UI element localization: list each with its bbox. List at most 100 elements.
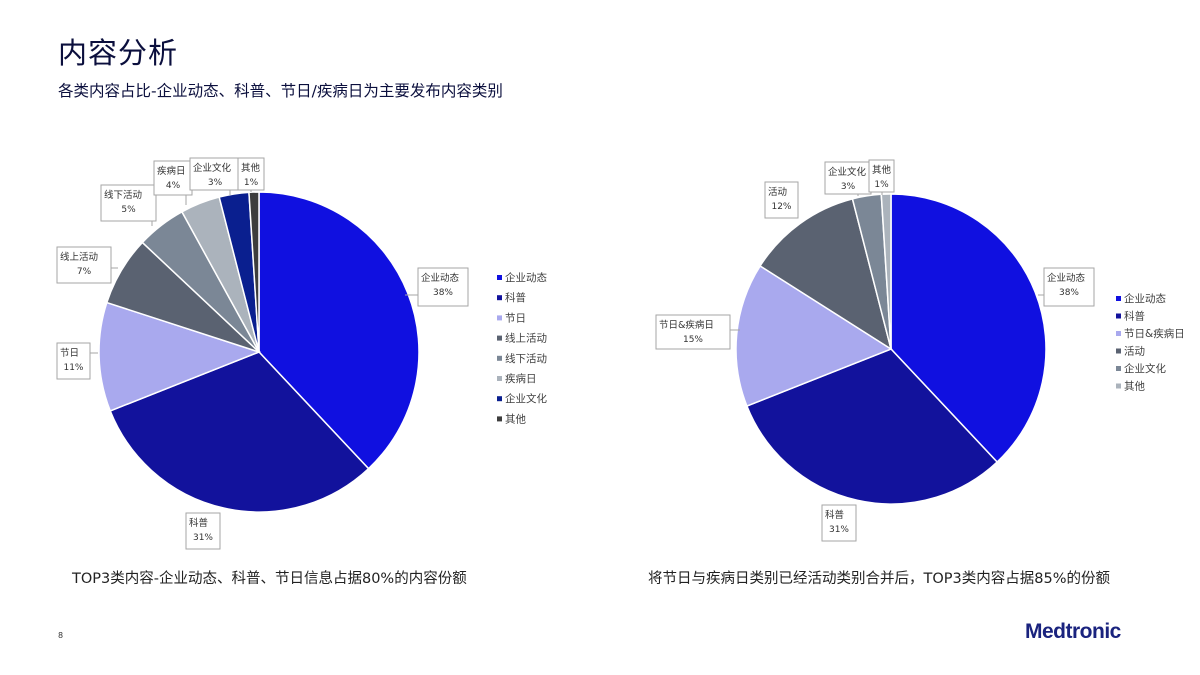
slice-value-label: 12% bbox=[771, 202, 791, 212]
legend-label: 企业文化 bbox=[505, 392, 547, 405]
page-title: 内容分析 bbox=[58, 36, 179, 70]
slice-callout: 节日&疾病日 15% bbox=[655, 314, 740, 350]
slice-callout: 其他 1% bbox=[237, 157, 265, 192]
pie-slice bbox=[109, 351, 370, 513]
slice-label: 科普 bbox=[825, 509, 845, 521]
pie-callouts: 企业动态 38% 科普 31% 节日 11% 线上活动 7% 线下活动 5% 疾病日 4% 企业文化 3%… bbox=[56, 157, 469, 550]
slice-callout: 线下活动 5% bbox=[100, 184, 157, 226]
legend-item: 节日 bbox=[497, 312, 526, 324]
legend-item: 企业文化 bbox=[497, 392, 547, 405]
slice-callout: 节日 11% bbox=[56, 342, 98, 380]
legend-item: 其他 bbox=[497, 412, 526, 425]
legend-label: 线下活动 bbox=[505, 352, 547, 365]
legend-label: 企业动态 bbox=[505, 271, 547, 284]
brand-logo: Medtronic bbox=[1025, 620, 1121, 643]
slice-value-label: 1% bbox=[874, 180, 889, 190]
legend-swatch bbox=[1116, 348, 1121, 354]
legend-swatch bbox=[497, 376, 502, 381]
pie-slice bbox=[735, 264, 893, 408]
callout-box bbox=[868, 159, 895, 193]
legend-swatch bbox=[497, 396, 502, 402]
callout-box bbox=[764, 181, 799, 219]
pie-chart-merged-share: 企业动态38%科普31%节日&疾病日15%活动12%企业文化3%其他1%企业动态… bbox=[655, 159, 1185, 542]
callout-box bbox=[56, 342, 91, 380]
legend-label: 企业文化 bbox=[1124, 362, 1166, 375]
pie-slices bbox=[98, 191, 420, 513]
slice-value-label: 31% bbox=[829, 525, 849, 535]
slice-value-label: 7% bbox=[77, 267, 92, 277]
slice-callout: 线上活动 7% bbox=[56, 246, 118, 284]
legend-label: 疾病日 bbox=[505, 372, 537, 385]
slice-label: 企业文化 bbox=[193, 162, 232, 174]
slice-value-label: 38% bbox=[1059, 288, 1079, 298]
legend-item: 线上活动 bbox=[497, 332, 547, 345]
slice-value-label: 15% bbox=[683, 335, 703, 345]
pie-slice bbox=[258, 191, 420, 470]
slice-callout: 科普 31% bbox=[185, 512, 221, 550]
pie-slice bbox=[759, 197, 893, 351]
legend-swatch bbox=[497, 315, 502, 321]
legend-swatch bbox=[497, 335, 502, 341]
callout-box bbox=[189, 157, 241, 191]
legend-swatch bbox=[1116, 296, 1121, 301]
legend-label: 其他 bbox=[1124, 380, 1146, 393]
legend-item: 企业动态 bbox=[497, 271, 547, 284]
legend-item: 科普 bbox=[497, 291, 526, 304]
chart-note-right: 将节日与疾病日类别已经活动类别合并后，TOP3类内容占据85%的份额 bbox=[648, 571, 1110, 587]
legend-label: 线上活动 bbox=[505, 332, 547, 345]
callout-box bbox=[100, 184, 157, 222]
slice-value-label: 3% bbox=[841, 182, 856, 192]
legend-label: 科普 bbox=[505, 291, 526, 304]
legend-swatch bbox=[1116, 383, 1121, 389]
legend-swatch bbox=[497, 416, 502, 422]
legend-label: 节日 bbox=[505, 312, 526, 324]
slice-callout: 企业文化 3% bbox=[824, 161, 872, 196]
pie-chart-content-share: 企业动态 38% 科普 31% 节日 11% 线上活动 7% 线下活动 5% 疾病日 4% 企业文化 3%… bbox=[56, 157, 547, 550]
slice-callout: 科普 31% bbox=[821, 504, 857, 542]
callout-box bbox=[153, 160, 193, 196]
slice-value-label: 5% bbox=[121, 205, 136, 215]
pie-slices bbox=[735, 193, 1047, 505]
slice-value-label: 31% bbox=[193, 533, 213, 543]
legend-swatch bbox=[1116, 366, 1121, 371]
slice-label: 线上活动 bbox=[60, 251, 98, 263]
legend-item: 企业动态 bbox=[1116, 292, 1166, 305]
slice-label: 其他 bbox=[241, 162, 261, 174]
legend-item: 线下活动 bbox=[497, 352, 547, 365]
callout-box bbox=[821, 504, 857, 542]
legend-item: 疾病日 bbox=[497, 372, 537, 385]
slice-value-label: 11% bbox=[63, 363, 83, 373]
slice-value-label: 3% bbox=[208, 178, 223, 188]
slice-value-label: 1% bbox=[244, 178, 259, 188]
chart-note-left: TOP3类内容-企业动态、科普、节日信息占据80%的内容份额 bbox=[72, 571, 467, 587]
slice-label: 疾病日 bbox=[157, 165, 186, 177]
legend-swatch bbox=[497, 355, 502, 361]
legend-swatch bbox=[497, 275, 502, 280]
pie-slice bbox=[880, 193, 892, 350]
slice-label: 企业动态 bbox=[421, 272, 460, 284]
legend-swatch bbox=[497, 295, 502, 301]
slice-callout: 活动 12% bbox=[764, 181, 799, 219]
slice-label: 企业文化 bbox=[828, 166, 867, 178]
slice-callout: 其他 1% bbox=[868, 159, 895, 195]
callout-box bbox=[237, 157, 265, 191]
callout-box bbox=[824, 161, 872, 195]
callout-box bbox=[655, 314, 731, 350]
slice-callout: 企业动态 38% bbox=[405, 267, 469, 307]
page-number: 8 bbox=[58, 631, 64, 640]
slice-callout: 疾病日 4% bbox=[153, 160, 193, 205]
slice-label: 其他 bbox=[872, 164, 892, 176]
legend-label: 活动 bbox=[1124, 346, 1145, 358]
callout-box bbox=[417, 267, 469, 307]
pie-callouts: 企业动态 38% 科普 31% 节日&疾病日 15% 活动 12% 企业文化 3% 其他 1% bbox=[655, 159, 1095, 542]
pie-slice bbox=[890, 193, 1047, 464]
legend-label: 企业动态 bbox=[1124, 292, 1166, 305]
pie-slice bbox=[248, 191, 260, 353]
callout-box bbox=[185, 512, 221, 550]
legend-swatch bbox=[1116, 331, 1121, 336]
legend-label: 节日&疾病日 bbox=[1124, 327, 1185, 340]
legend-item: 其他 bbox=[1116, 380, 1146, 393]
callout-box bbox=[1043, 267, 1095, 307]
